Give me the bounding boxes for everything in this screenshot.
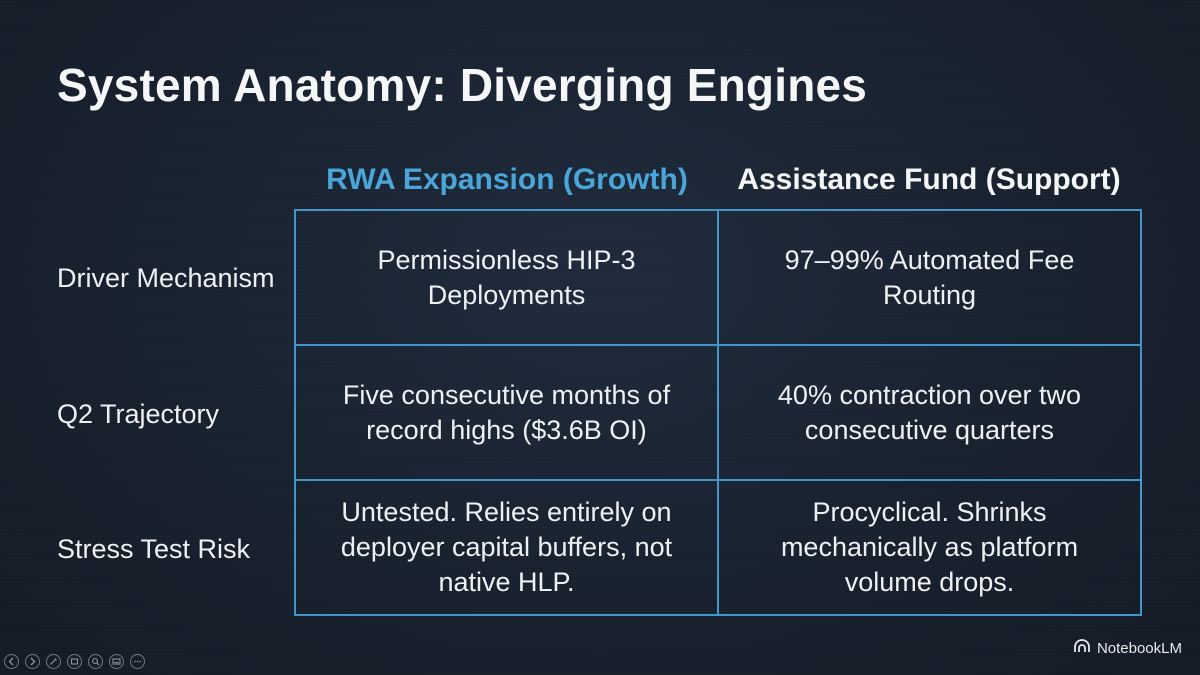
more-icon[interactable] xyxy=(130,654,145,669)
comparison-table: Permissionless HIP-3 Deployments 97–99% … xyxy=(294,209,1142,616)
slides-icon[interactable] xyxy=(67,654,82,669)
notebooklm-branding: NotebookLM xyxy=(1073,639,1182,657)
cell-driver-support: 97–99% Automated Fee Routing xyxy=(719,211,1140,346)
slide-title: System Anatomy: Diverging Engines xyxy=(57,59,868,111)
pen-icon[interactable] xyxy=(46,654,61,669)
cell-risk-growth: Untested. Relies entirely on deployer ca… xyxy=(296,481,719,614)
cell-driver-growth: Permissionless HIP-3 Deployments xyxy=(296,211,719,346)
cell-trajectory-support: 40% contraction over two consecutive qua… xyxy=(719,346,1140,481)
previous-icon[interactable] xyxy=(4,654,19,669)
column-header-growth: RWA Expansion (Growth) xyxy=(326,163,688,196)
brand-name: NotebookLM xyxy=(1096,639,1182,657)
zoom-icon[interactable] xyxy=(88,654,103,669)
column-header-support: Assistance Fund (Support) xyxy=(737,163,1121,196)
notebooklm-logo-icon xyxy=(1073,639,1091,657)
row-label-q2-trajectory: Q2 Trajectory xyxy=(57,399,220,429)
row-label-driver-mechanism: Driver Mechanism xyxy=(57,263,275,293)
cell-trajectory-growth: Five consecutive months of record highs … xyxy=(296,346,719,481)
presentation-controls xyxy=(4,654,145,669)
cell-risk-support: Procyclical. Shrinks mechanically as pla… xyxy=(780,497,1079,597)
captions-icon[interactable] xyxy=(109,654,124,669)
row-label-stress-test-risk: Stress Test Risk xyxy=(57,534,251,564)
next-icon[interactable] xyxy=(25,654,40,669)
